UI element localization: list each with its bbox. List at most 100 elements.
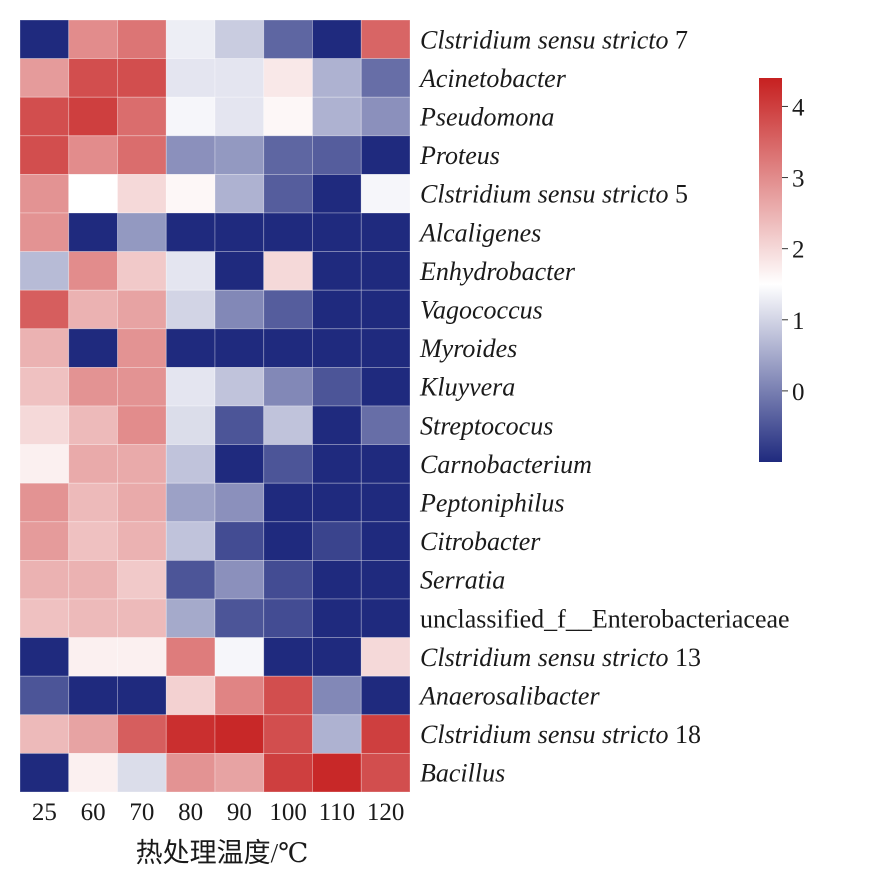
row-label: Anaerosalibacter	[418, 682, 600, 711]
heatmap-cell	[312, 96, 362, 137]
heatmap-cell	[19, 173, 70, 214]
heatmap-cell	[165, 482, 216, 523]
x-tick-label: 100	[269, 799, 307, 826]
row-labels: Clstridium sensu stricto 7 Acinetobacter P…	[418, 25, 790, 787]
row-label: unclassified_f__Enterobacteriaceae	[420, 604, 790, 633]
row-label: Enhydrobacter	[419, 257, 576, 286]
heatmap-cell	[312, 714, 362, 754]
heatmap-cell	[360, 560, 411, 600]
heatmap-cell	[214, 675, 265, 716]
heatmap-cell	[117, 96, 167, 137]
heatmap-cell	[312, 289, 362, 330]
colorbar-tick-label: 1	[792, 308, 805, 335]
heatmap-cell	[68, 251, 118, 291]
x-tick-label: 25	[32, 799, 57, 826]
colorbar-tick-label: 3	[792, 166, 805, 193]
heatmap-cell	[312, 19, 362, 59]
row-label: Vagococcus	[420, 296, 543, 325]
heatmap-cell	[165, 753, 216, 793]
heatmap-cell	[68, 135, 118, 175]
heatmap-cell	[165, 598, 216, 638]
heatmap-cell	[263, 753, 313, 793]
heatmap-cell	[263, 521, 313, 561]
heatmap-cell	[312, 482, 362, 523]
heatmap-cell	[117, 521, 167, 561]
heatmap-cell	[214, 598, 265, 638]
row-label: Streptococus	[420, 411, 553, 440]
heatmap-cell	[214, 405, 265, 445]
heatmap-cell	[214, 521, 265, 561]
heatmap-cell	[360, 637, 411, 677]
heatmap-cell	[165, 212, 216, 252]
heatmap-cell	[263, 173, 313, 214]
heatmap-cell	[214, 19, 265, 59]
heatmap-cell	[165, 675, 216, 716]
colorbar-tick-label: 2	[792, 237, 805, 264]
heatmap-cell	[117, 714, 167, 754]
heatmap-cell	[68, 173, 118, 214]
heatmap-cell	[165, 444, 216, 484]
heatmap-cell	[117, 135, 167, 175]
heatmap-cell	[117, 212, 167, 252]
heatmap-cell	[19, 521, 70, 561]
heatmap-cell	[19, 251, 70, 291]
row-label: Acinetobacter	[418, 64, 567, 93]
heatmap-cell	[117, 560, 167, 600]
heatmap-cell	[165, 58, 216, 98]
heatmap-cell	[19, 753, 70, 793]
x-tick-label: 60	[81, 799, 106, 826]
heatmap-cell	[165, 289, 216, 330]
heatmap-cell	[19, 482, 70, 523]
heatmap-cell	[117, 405, 167, 445]
heatmap-cell	[117, 173, 167, 214]
heatmap-cell	[19, 714, 70, 754]
row-label: Myroides	[419, 334, 517, 363]
heatmap-cell	[165, 521, 216, 561]
heatmap-cell	[117, 366, 167, 407]
heatmap-cell	[312, 251, 362, 291]
heatmap-cell	[117, 675, 167, 716]
heatmap-cell	[68, 58, 118, 98]
heatmap-cell	[263, 714, 313, 754]
heatmap-cells	[19, 19, 411, 793]
heatmap-cell	[263, 366, 313, 407]
heatmap-cell	[312, 521, 362, 561]
heatmap-cell	[214, 58, 265, 98]
heatmap-cell	[117, 444, 167, 484]
heatmap-cell	[360, 521, 411, 561]
heatmap-cell	[68, 96, 118, 137]
x-axis-ticks: 25 60 70 80 90 100 110 120	[32, 799, 405, 826]
heatmap-cell	[117, 251, 167, 291]
heatmap-cell	[214, 173, 265, 214]
heatmap-cell	[68, 598, 118, 638]
heatmap-cell	[165, 366, 216, 407]
heatmap-cell	[214, 482, 265, 523]
heatmap-cell	[263, 96, 313, 137]
heatmap-cell	[68, 366, 118, 407]
heatmap-cell	[360, 58, 411, 98]
heatmap-cell	[19, 19, 70, 59]
heatmap-cell	[263, 444, 313, 484]
row-label: Kluyvera	[419, 373, 515, 402]
heatmap-cell	[68, 405, 118, 445]
heatmap-cell	[19, 366, 70, 407]
heatmap-cell	[312, 212, 362, 252]
heatmap-cell	[19, 289, 70, 330]
heatmap-cell	[214, 444, 265, 484]
heatmap-cell	[360, 328, 411, 368]
x-tick-label: 70	[129, 799, 154, 826]
heatmap-cell	[68, 19, 118, 59]
heatmap-cell	[19, 212, 70, 252]
heatmap-cell	[263, 405, 313, 445]
heatmap-cell	[19, 675, 70, 716]
row-label: Peptoniphilus	[419, 489, 564, 518]
heatmap-cell	[360, 173, 411, 214]
heatmap-cell	[117, 637, 167, 677]
heatmap-cell	[360, 753, 411, 793]
heatmap-cell	[68, 328, 118, 368]
heatmap-cell	[165, 173, 216, 214]
heatmap-cell	[68, 482, 118, 523]
heatmap-cell	[165, 19, 216, 59]
heatmap-cell	[68, 714, 118, 754]
